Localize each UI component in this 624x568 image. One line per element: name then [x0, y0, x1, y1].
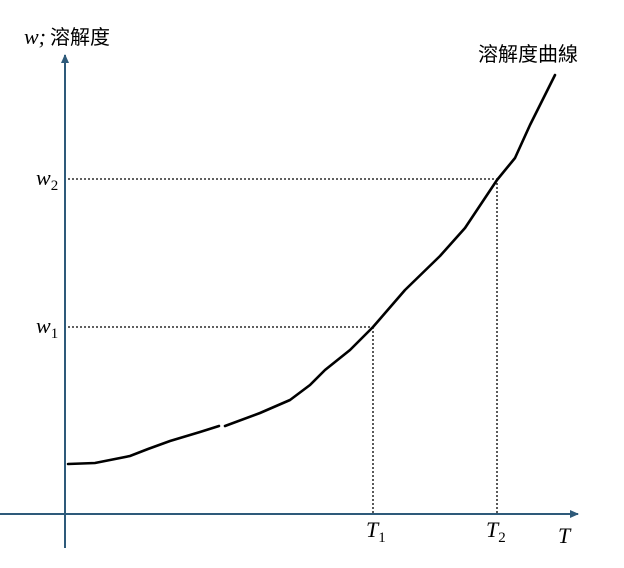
temperature-label: T1	[366, 517, 386, 546]
guides	[68, 178, 498, 514]
level-label: w2	[36, 165, 58, 194]
solubility-curve	[223, 73, 557, 428]
temperature-label: T2	[486, 517, 506, 546]
level-label: w1	[36, 313, 58, 342]
curve-segment	[66, 424, 221, 466]
curve-label: 溶解度曲線	[478, 42, 578, 66]
x-axis-label: T	[558, 523, 572, 548]
y-axis-label: w; 溶解度	[24, 24, 110, 49]
